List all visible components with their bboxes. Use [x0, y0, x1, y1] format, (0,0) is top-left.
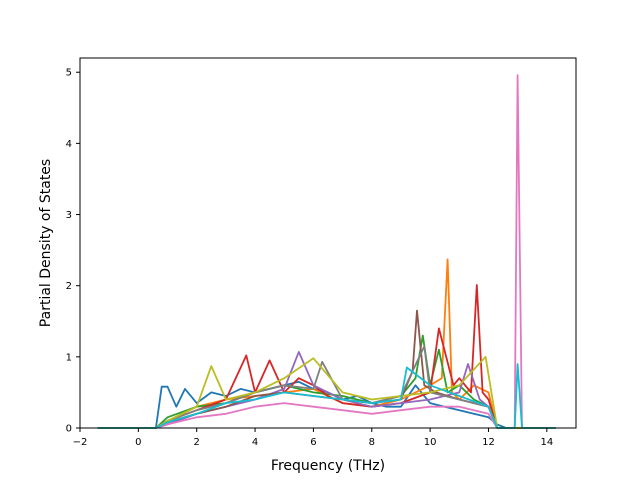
y-axis: 0 1 2 3 4 5 [66, 68, 80, 435]
plot-area-frame [79, 57, 577, 429]
x-tick-label: 10 [424, 437, 437, 448]
x-axis-label: Frequency (THz) [271, 458, 385, 474]
y-axis-label: Partial Density of States [38, 159, 54, 327]
y-tick-label: 4 [66, 139, 72, 150]
x-axis: −2 0 2 4 6 8 10 12 14 [73, 428, 553, 448]
y-tick-label: 0 [66, 424, 72, 435]
y-tick-label: 1 [66, 352, 72, 363]
x-tick-label: 12 [482, 437, 495, 448]
x-tick-label: −2 [73, 437, 88, 448]
x-tick-label: 4 [252, 437, 258, 448]
y-tick-label: 2 [66, 281, 72, 292]
x-tick-label: 14 [540, 437, 553, 448]
x-tick-label: 8 [369, 437, 375, 448]
y-tick-label: 3 [66, 210, 72, 221]
x-tick-label: 6 [310, 437, 316, 448]
x-tick-label: 0 [135, 437, 141, 448]
y-tick-label: 5 [66, 68, 72, 79]
x-tick-label: 2 [194, 437, 200, 448]
series-line-9 [97, 355, 556, 429]
